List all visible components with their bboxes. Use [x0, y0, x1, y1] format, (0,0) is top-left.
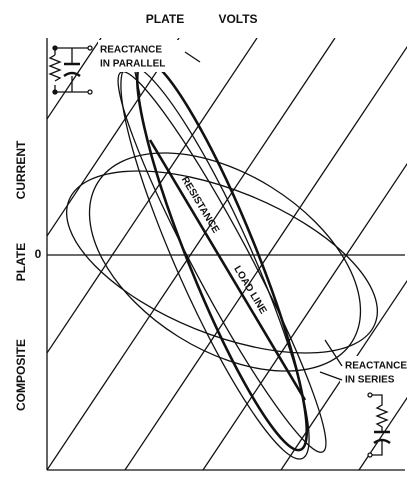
label-bg: [340, 356, 406, 388]
diagonal-line: [47, 38, 180, 238]
diagonal-line: [47, 38, 102, 121]
diagonal-line: [358, 396, 407, 470]
diagonal-line: [202, 162, 407, 470]
series-ellipse: [117, 71, 327, 453]
parallel-label: REACTANCE: [100, 45, 162, 56]
pointer: [134, 51, 201, 96]
label-bg: [98, 40, 183, 72]
diagonal-line: [124, 45, 407, 470]
origin-label: 0: [35, 247, 42, 261]
series-circuit-icon: [367, 392, 391, 458]
series-label: IN SERIES: [345, 375, 395, 386]
constant-current-lines: [47, 38, 407, 470]
y-label: PLATE: [14, 243, 28, 281]
y-label: COMPOSITE: [14, 339, 28, 411]
resistance-ellipse: [66, 170, 378, 354]
load-line-label: RESISTANCE: [179, 175, 221, 236]
x-label: PLATE: [146, 12, 184, 26]
series-ellipse: [120, 64, 310, 460]
parallel-label: IN PARALLEL: [100, 59, 165, 70]
x-label: VOLTS: [218, 12, 257, 26]
parallel-circuit-icon: [48, 45, 93, 95]
pointer: [319, 339, 343, 381]
diagonal-line: [47, 38, 336, 470]
y-label: CURRENT: [14, 140, 28, 199]
ellipses: [66, 58, 378, 460]
diagonal-line: [280, 279, 407, 470]
ellipse: [88, 152, 362, 372]
diagonal-line: [47, 38, 258, 355]
load-line: [148, 139, 307, 401]
series-label: REACTANCE: [345, 361, 407, 372]
